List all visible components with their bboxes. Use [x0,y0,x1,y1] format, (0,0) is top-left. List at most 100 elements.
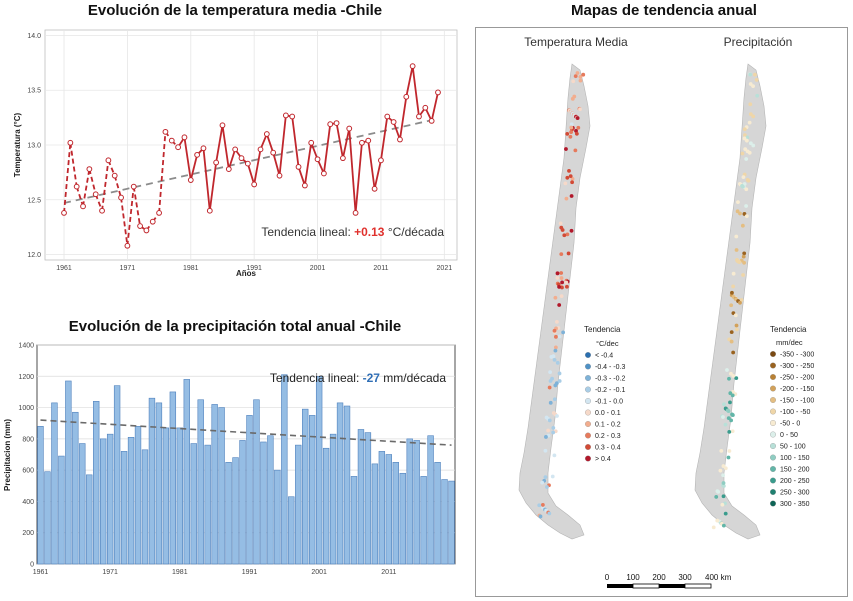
precipitation-bar [274,469,281,565]
data-point [397,136,403,143]
y-axis-label: Precipitacion (mm) [3,419,12,491]
station-dot [733,313,738,318]
station-dot [573,148,578,153]
data-point [194,151,201,158]
legend-label: 0 - 50 [780,432,798,439]
data-point [92,191,99,198]
line-segment [303,142,313,186]
station-dot [557,285,561,289]
station-dot [735,209,740,214]
station-dot [747,120,752,125]
station-dot [736,200,740,205]
data-point [162,128,169,135]
station-dot [555,276,560,280]
data-point [244,160,251,167]
precipitation-bar [253,399,260,565]
station-dot [551,426,556,430]
legend-swatch [770,362,776,369]
precipitation-bar [225,462,232,565]
station-dot [725,368,729,372]
line-segment [88,168,97,195]
station-dot [581,72,586,77]
line-segment [405,65,414,97]
scale-tick-label: 100 [626,573,640,582]
temperature-map-chile [518,63,591,540]
data-point [308,139,315,146]
x-tick-labels: 1961 1971 1981 1991 2001 2011 [33,569,397,576]
station-dot [557,371,562,376]
legend-label: 0.3 - 0.4 [595,445,621,452]
precipitation-bar [434,462,441,565]
data-point [200,145,207,152]
station-dot [729,339,734,344]
y-tick-label: 13.0 [27,143,41,150]
precipitation-bar [378,451,386,565]
data-point [384,113,391,120]
data-point [175,144,182,151]
station-dot [546,428,551,433]
data-point [213,159,220,166]
station-dot [730,429,735,434]
precipitation-bars [37,374,455,565]
station-dot [714,495,719,499]
precipitation-chart-title: Evolución de la precipitación total anua… [68,318,402,335]
grid [45,30,457,260]
x-tick-label: 2011 [381,569,396,576]
station-dot [743,147,748,152]
data-point [99,207,105,214]
legend-swatch [770,454,776,461]
legend-swatch [585,352,591,358]
legend-swatch [770,477,776,484]
data-point [67,139,74,146]
station-dot [564,147,568,151]
station-dot [727,337,732,342]
precipitation-bar [72,411,79,565]
station-dot [727,429,732,434]
precipitation-bar [113,385,121,565]
data-point [403,93,410,100]
data-point [219,122,226,129]
station-dot [715,518,720,523]
data-point [124,242,131,249]
precipitation-bar [288,496,295,565]
station-dot [553,383,558,388]
legend-label: -350 - -300 [780,352,814,359]
station-dot [740,184,745,189]
temperature-series-line [63,65,439,246]
data-point [346,125,353,132]
station-dot [570,96,575,101]
station-dot [748,112,753,117]
line-segment [380,116,389,161]
precipitation-bar [302,408,309,565]
precipitation-bar [79,443,86,565]
data-point [333,120,340,126]
line-segment [227,149,237,170]
line-segment [208,162,218,211]
station-dot [751,143,756,148]
station-dot [575,116,580,120]
grid [37,344,455,565]
legend-swatch [585,444,591,450]
legend-label: -0.2 - -0.1 [595,387,625,394]
legend-swatch [585,363,591,370]
precipitation-bar [183,379,190,565]
legend-label: > 0.4 [595,456,611,463]
station-dot [731,374,736,378]
legend-swatch [770,443,776,449]
line-segment [221,125,230,170]
legend-swatch [585,398,591,404]
station-dot [578,78,583,83]
legend-swatch [770,374,776,380]
station-dot [729,303,734,308]
data-point [371,185,378,192]
station-dot [552,357,557,362]
data-point [137,223,143,229]
station-dot [562,233,567,238]
legend-label: -150 - -100 [780,398,814,405]
station-dot [722,402,726,407]
scale-tick-label: 300 [678,573,692,582]
station-dot [565,175,570,180]
legend-swatch [770,351,776,357]
station-dot [721,415,725,419]
station-dot [716,489,721,494]
